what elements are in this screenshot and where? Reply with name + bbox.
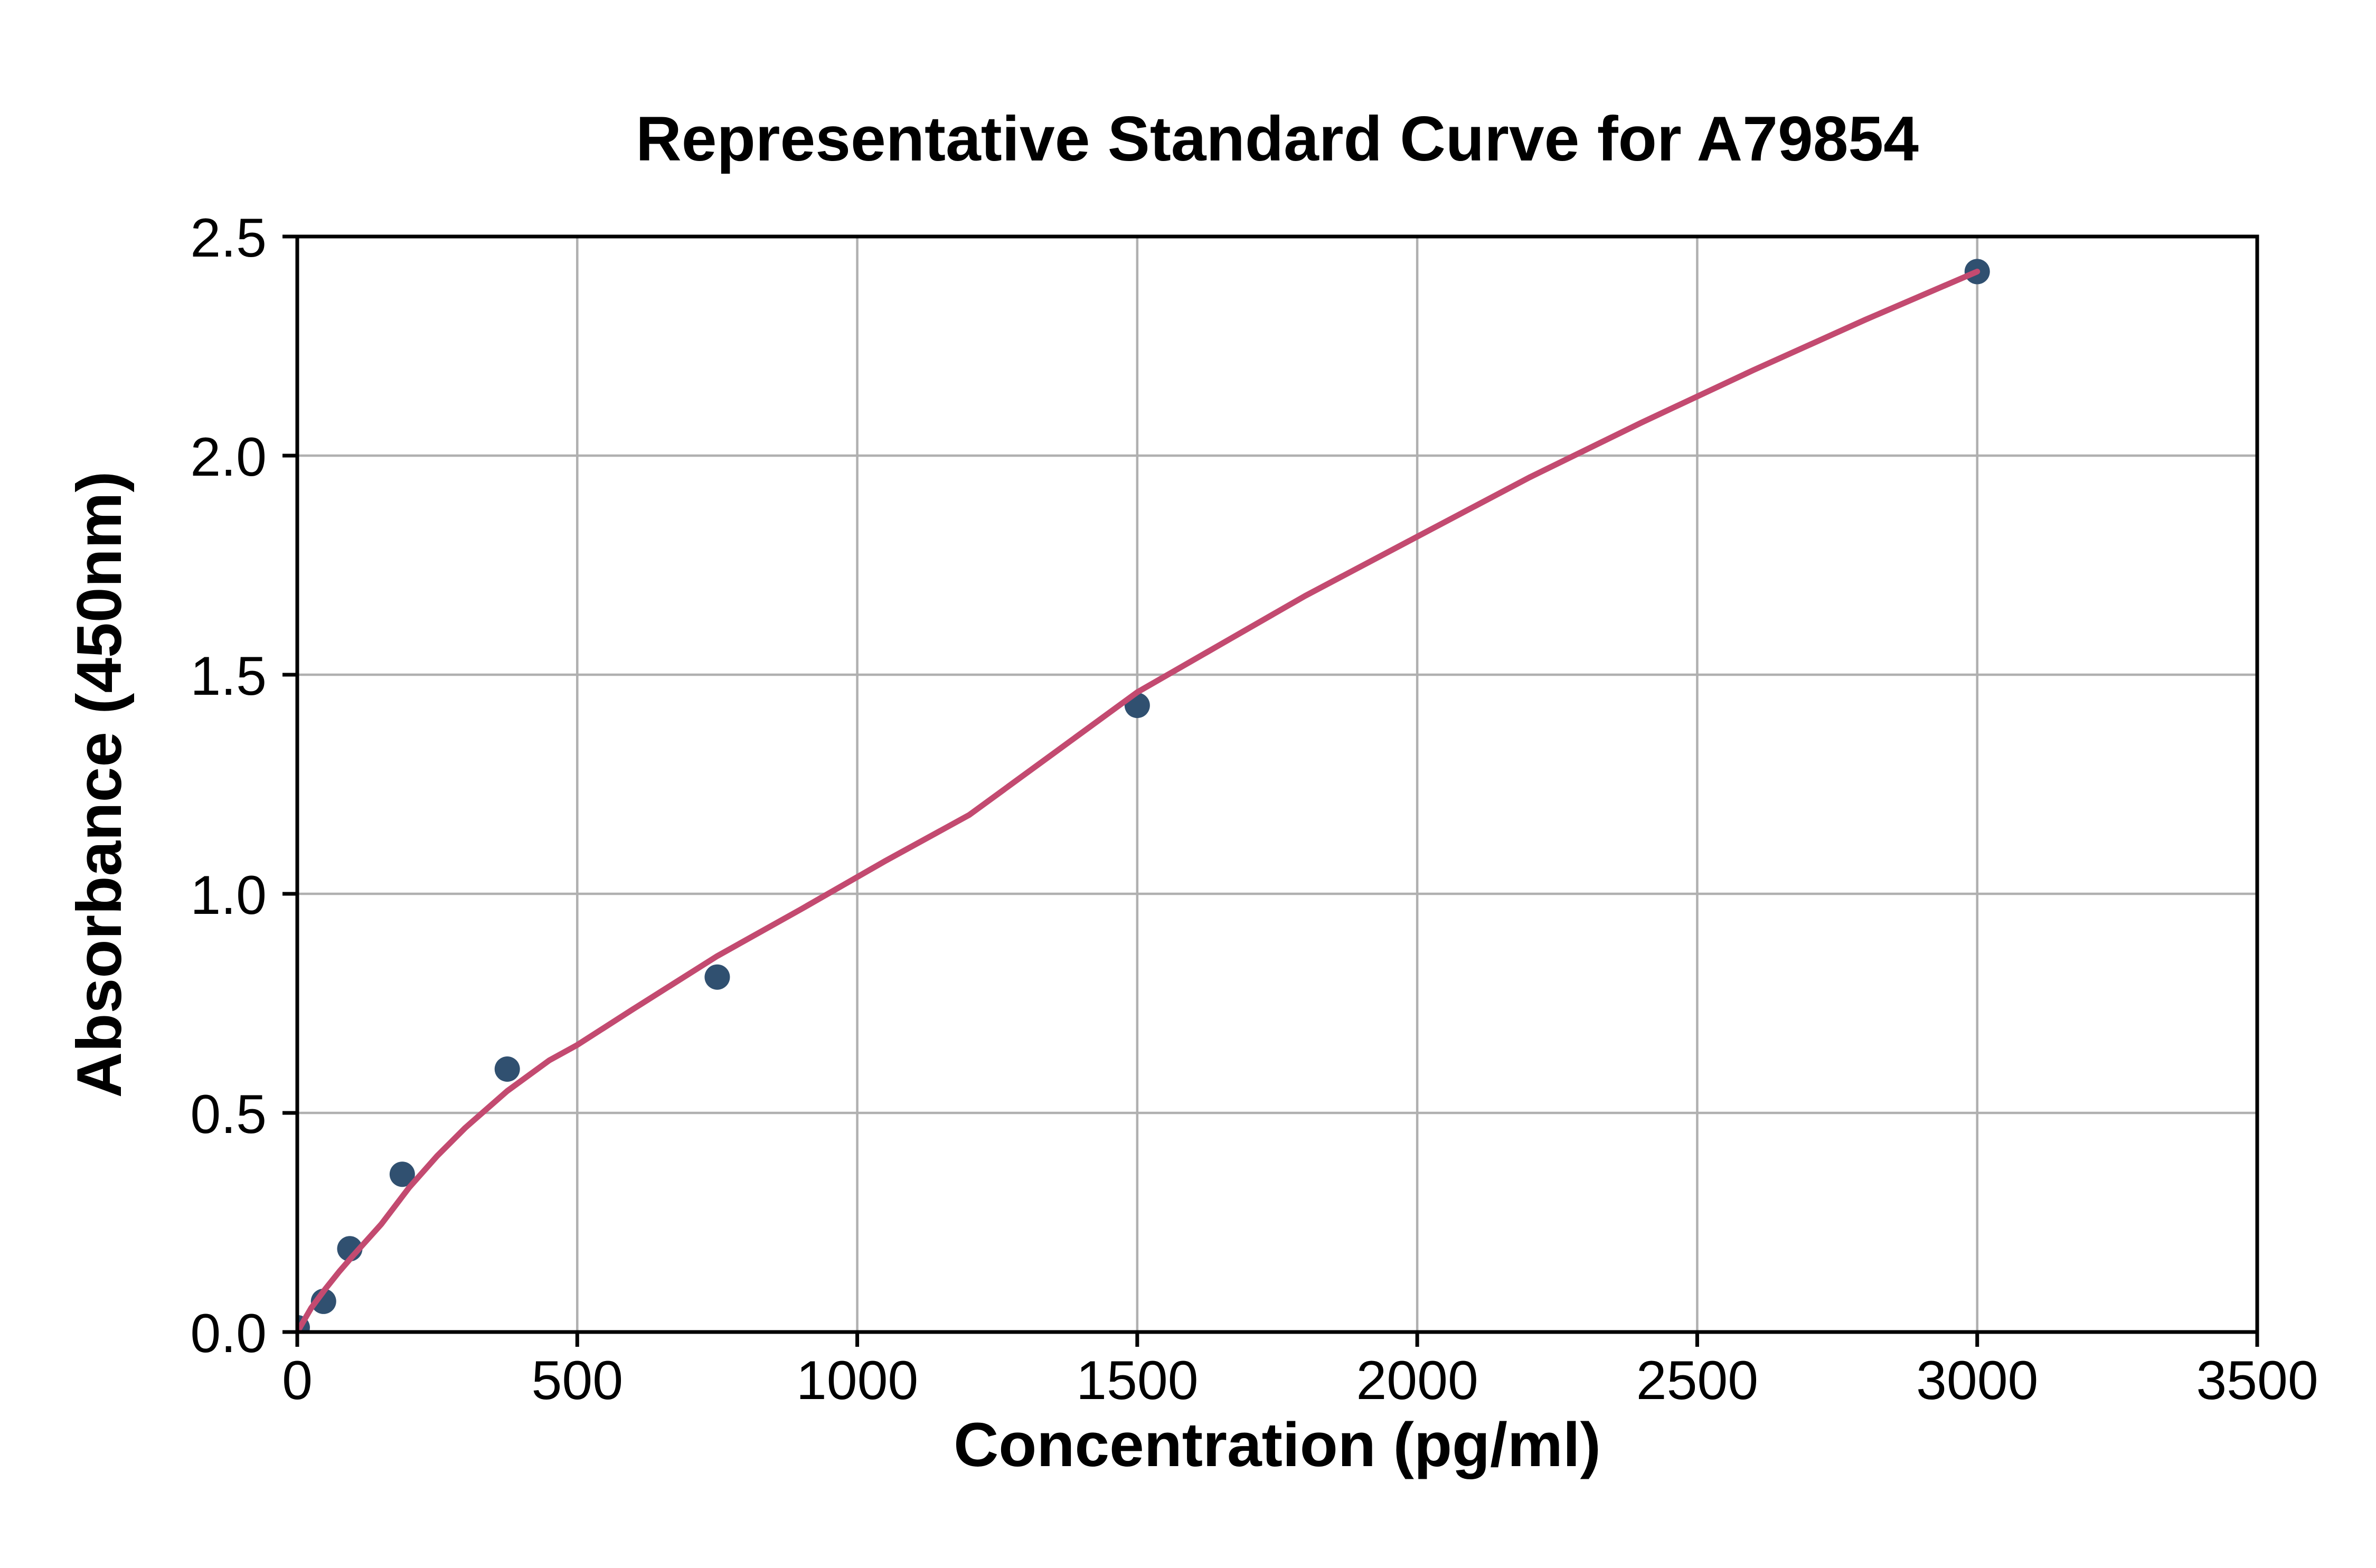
fit-curve <box>297 268 1981 1332</box>
x-tick-label: 0 <box>282 1350 313 1411</box>
y-tick-label: 2.0 <box>190 427 267 488</box>
data-point <box>704 964 730 990</box>
x-tick-label: 1000 <box>796 1350 918 1411</box>
y-tick-label: 1.5 <box>190 646 267 707</box>
x-tick-label: 1500 <box>1076 1350 1198 1411</box>
data-point <box>389 1161 415 1187</box>
data-point <box>494 1056 520 1082</box>
y-tick-label: 1.0 <box>190 865 267 926</box>
y-tick-label: 2.5 <box>190 207 267 269</box>
x-tick-label: 2500 <box>1636 1350 1758 1411</box>
x-tick-label: 500 <box>532 1350 624 1411</box>
y-tick-label: 0.0 <box>190 1303 267 1364</box>
plot-border <box>295 234 2259 1334</box>
data-point <box>310 1288 336 1314</box>
y-tick-label: 0.5 <box>190 1084 267 1145</box>
x-tick-label: 3500 <box>2196 1350 2318 1411</box>
data-layer <box>297 259 1990 1332</box>
x-tick-label: 3000 <box>1916 1350 2038 1411</box>
x-tick-label: 2000 <box>1356 1350 1478 1411</box>
x-axis-label: Concentration (pg/ml) <box>954 1410 1601 1480</box>
chart-title: Representative Standard Curve for A79854 <box>636 103 1919 174</box>
